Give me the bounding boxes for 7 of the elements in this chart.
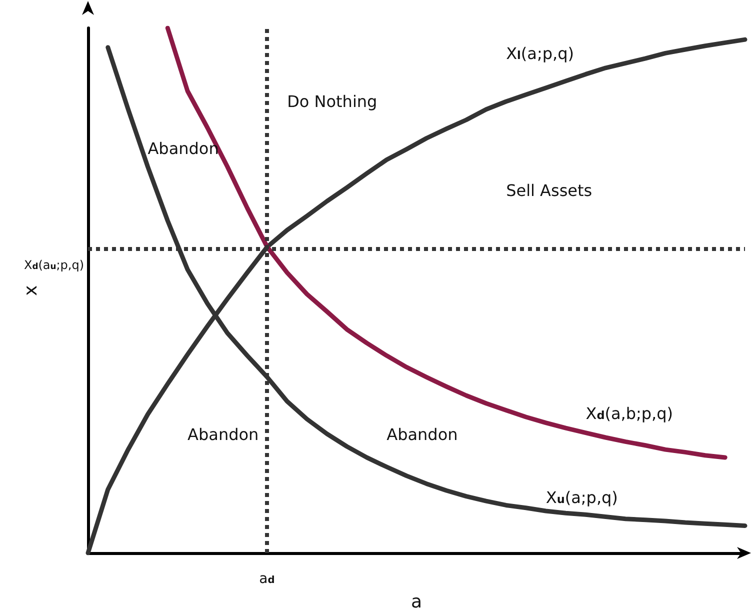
y-axis-title: x [20,284,42,296]
annotation: Abandon [148,138,219,158]
annotation: Abandon [386,424,458,444]
annotation: Do Nothing [287,92,378,110]
x-axis-title: a [410,592,422,612]
annotation: Sell Assets [506,180,592,200]
annotation: Abandon [188,424,259,444]
